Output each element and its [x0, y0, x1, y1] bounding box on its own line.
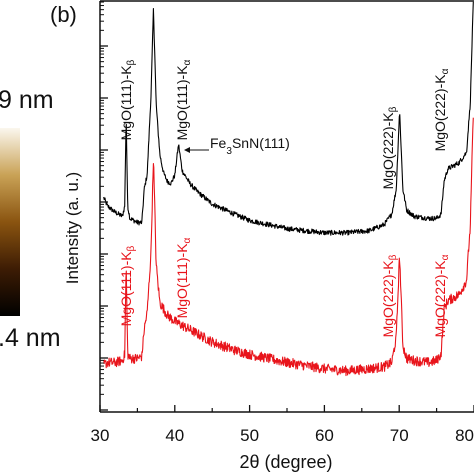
peak-annotation: MgO(222)-Kα [432, 68, 451, 151]
peak-annotation: MgO(222)-Kβ [380, 254, 399, 337]
black-trace-line [103, 1, 474, 236]
x-axis-label: 2θ (degree) [239, 452, 332, 472]
peak-annotation: MgO(222)-Kα [432, 254, 451, 337]
peak-annotation: MgO(111)-Kβ [118, 245, 137, 326]
peak-annotation: MgO(222)-Kβ [380, 106, 399, 189]
traces [103, 1, 474, 377]
x-tick-label: 30 [91, 426, 110, 445]
colorbar [0, 128, 20, 316]
y-axis-ticks [100, 1, 108, 411]
peak-annotation: Fe3SnN(111) [210, 135, 290, 157]
annotation-arrowhead [184, 147, 190, 153]
peak-annotation: MgO(111)-Kα [174, 59, 193, 140]
peak-annotation: MgO(111)-Kβ [118, 59, 137, 140]
colorbar-bottom-label: .4 nm [0, 324, 61, 352]
colorbar-top-label: 9 nm [0, 86, 54, 114]
x-tick-label: 70 [390, 426, 409, 445]
x-tick-label: 60 [315, 426, 334, 445]
y-axis-label: Intensity (a. u.) [63, 172, 82, 284]
x-tick-label: 80 [455, 426, 474, 445]
x-tick-label: 40 [165, 426, 184, 445]
x-tick-label: 50 [240, 426, 259, 445]
red-trace-line [103, 117, 474, 377]
peak-annotations: MgO(111)-Kβ MgO(111)-Kα Fe3SnN(111) MgO(222… [118, 59, 451, 337]
x-axis-ticks: 30 40 50 60 70 80 [91, 405, 474, 445]
plot-frame [99, 0, 474, 413]
peak-annotation: MgO(111)-Kα [174, 237, 193, 318]
panel-label: (b) [50, 2, 77, 27]
